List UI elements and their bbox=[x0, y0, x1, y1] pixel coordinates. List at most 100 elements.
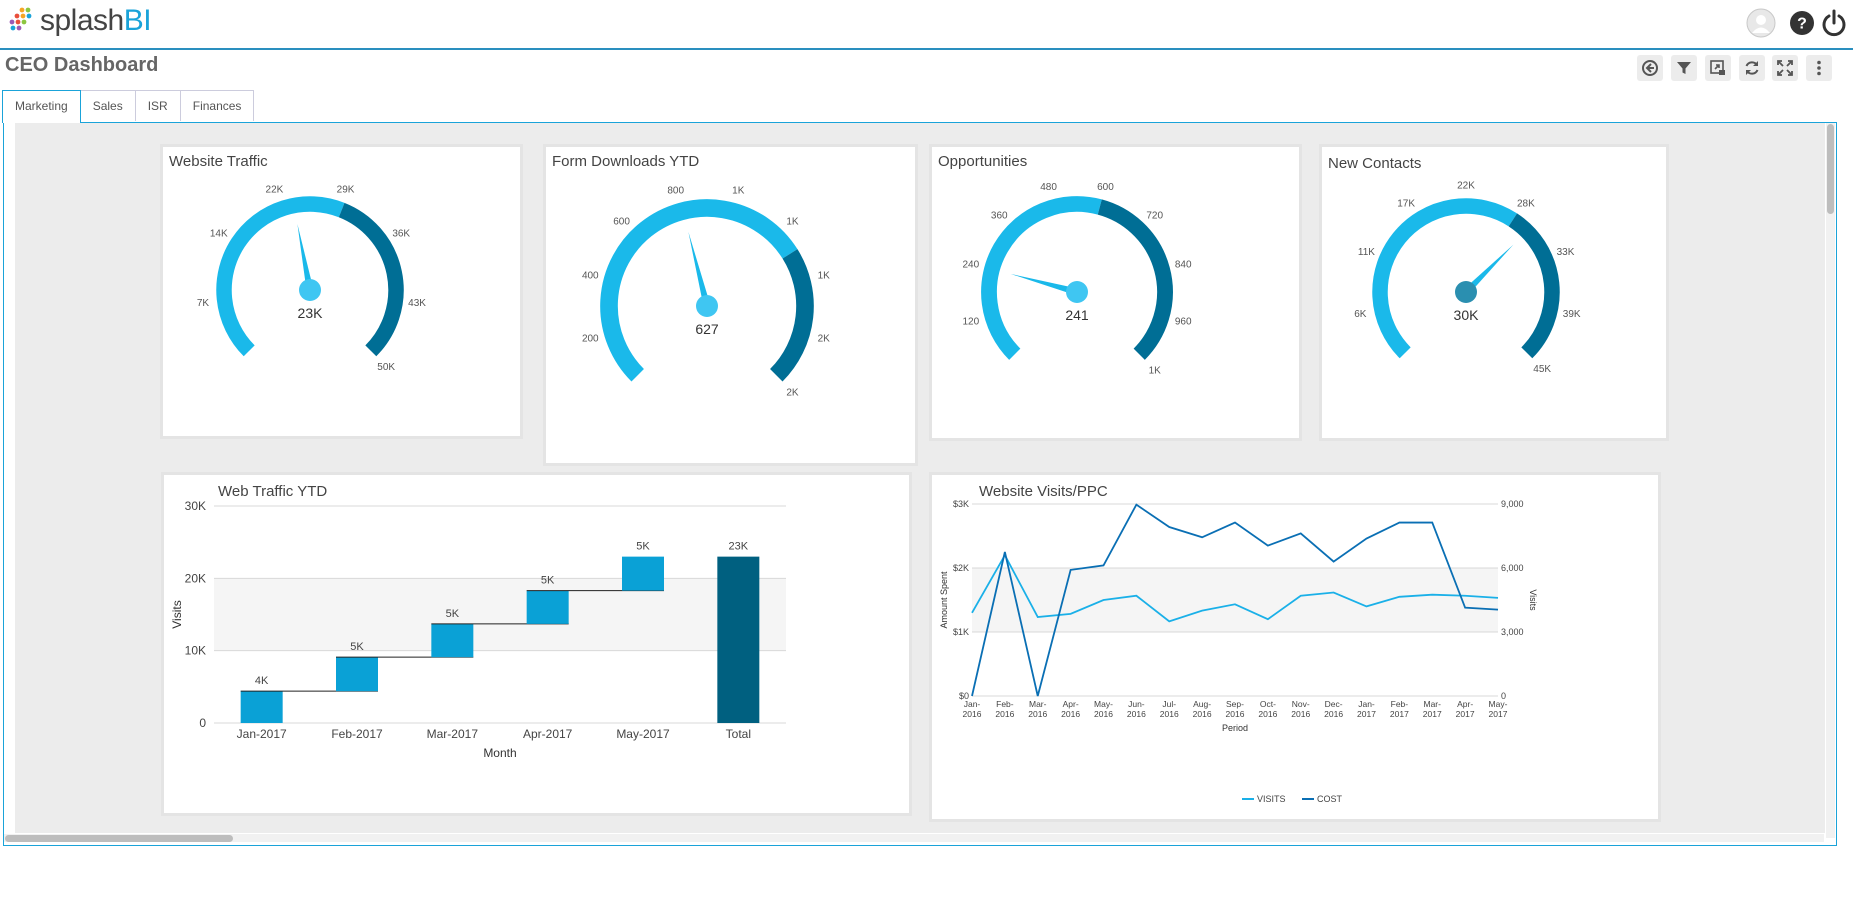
y2-tick-label: 6,000 bbox=[1501, 563, 1524, 573]
plot-band bbox=[972, 568, 1498, 632]
gauge-tick-label: 2K bbox=[786, 387, 799, 398]
fullscreen-button[interactable] bbox=[1772, 55, 1798, 81]
waterfall-bar bbox=[431, 623, 474, 658]
new-contacts-gauge: 6K 11K 17K 22K 28K 33K 39K 45K 30K bbox=[1354, 180, 1581, 375]
tab-finances[interactable]: Finances bbox=[179, 90, 255, 121]
gauge-band-high bbox=[338, 202, 404, 357]
back-icon bbox=[1642, 60, 1658, 76]
gauge-needle bbox=[1463, 244, 1514, 295]
filter-button[interactable] bbox=[1671, 55, 1697, 81]
x-tick-year: 2016 bbox=[1291, 709, 1310, 719]
svg-text:?: ? bbox=[1797, 16, 1807, 33]
export-button[interactable] bbox=[1705, 55, 1731, 81]
opportunities-gauge: 120 240 360 480 600 720 840 960 1K 241 bbox=[962, 182, 1192, 377]
help-icon[interactable]: ? bbox=[1787, 8, 1817, 38]
gauge-tick-label: 800 bbox=[667, 185, 684, 196]
gauge-tick-label: 720 bbox=[1146, 210, 1163, 221]
gauge-value-label: 30K bbox=[1454, 307, 1480, 323]
gauge-band-high bbox=[769, 249, 814, 382]
horizontal-scrollbar[interactable] bbox=[4, 834, 1824, 842]
tab-sales[interactable]: Sales bbox=[79, 90, 136, 121]
x-tick-month: Jun- bbox=[1128, 699, 1145, 709]
x-tick-year: 2017 bbox=[1489, 709, 1508, 719]
gauge-tick-label: 7K bbox=[197, 298, 210, 309]
gauge-tick-label: 36K bbox=[392, 229, 410, 240]
x-tick-year: 2017 bbox=[1456, 709, 1475, 719]
gauge-tick-label: 22K bbox=[1457, 180, 1475, 191]
y-tick-label: 0 bbox=[199, 716, 206, 730]
gauge-tick-label: 200 bbox=[582, 333, 599, 344]
gauge-tick-label: 360 bbox=[991, 210, 1008, 221]
gauge-tick-label: 600 bbox=[613, 217, 630, 228]
legend-label: VISITS bbox=[1257, 794, 1286, 804]
gauge-tick-label: 240 bbox=[962, 260, 979, 271]
power-icon[interactable] bbox=[1819, 8, 1849, 38]
y-tick-label: 20K bbox=[185, 571, 206, 585]
tab-marketing[interactable]: Marketing bbox=[2, 90, 81, 123]
x-tick-month: Jul- bbox=[1162, 699, 1176, 709]
tab-isr[interactable]: ISR bbox=[134, 90, 181, 121]
back-button[interactable] bbox=[1637, 55, 1663, 81]
x-tick-month: Jan- bbox=[964, 699, 981, 709]
x-tick-month: Dec- bbox=[1325, 699, 1343, 709]
gauge-tick-label: 1K bbox=[1149, 366, 1162, 377]
top-bar: splashBI ? bbox=[0, 0, 1853, 50]
bar-data-label: 5K bbox=[350, 641, 364, 653]
gauge-band-low bbox=[1372, 198, 1518, 359]
web-traffic-waterfall-chart: 0 10K 20K 30K 4K Jan-2017 5K Feb-2017 5K Mar-2017… bbox=[170, 499, 786, 760]
gauge-band-low bbox=[981, 196, 1102, 360]
vertical-scroll-thumb[interactable] bbox=[1827, 124, 1834, 214]
chart-title: Web Traffic YTD bbox=[218, 483, 328, 500]
y2-tick-label: 0 bbox=[1501, 691, 1506, 701]
total-bar bbox=[717, 556, 760, 723]
y-axis-title: Amount Spent bbox=[939, 571, 949, 629]
gauge-tick-label: 39K bbox=[1563, 309, 1581, 320]
x-tick-year: 2016 bbox=[963, 709, 982, 719]
plot-band bbox=[214, 578, 786, 651]
gauge-band-high bbox=[1508, 213, 1560, 359]
y2-tick-label: 3,000 bbox=[1501, 627, 1524, 637]
gauge-card-form-downloads: Form Downloads YTD 200 400 600 800 1K 1K 1K 2K 2… bbox=[543, 144, 918, 466]
x-tick-year: 2016 bbox=[1226, 709, 1245, 719]
user-avatar-icon[interactable] bbox=[1746, 8, 1776, 38]
x-tick-label: Mar-2017 bbox=[427, 727, 479, 741]
x-axis-title: Month bbox=[483, 746, 516, 760]
chart-card-web-traffic: Web Traffic YTD 0 10K 20K 30K 4K Jan-2017 5K Fe… bbox=[161, 472, 912, 816]
waterfall-bar bbox=[622, 556, 664, 591]
x-tick-year: 2016 bbox=[1160, 709, 1179, 719]
gauge-tick-label: 22K bbox=[266, 184, 284, 195]
bar-data-label: 23K bbox=[729, 541, 749, 553]
gauge-needle bbox=[1010, 273, 1078, 296]
y-tick-label: $2K bbox=[953, 563, 969, 573]
gauge-tick-label: 840 bbox=[1175, 260, 1192, 271]
chart-title: Website Visits/PPC bbox=[979, 483, 1108, 500]
chart-card-website-visits: Website Visits/PPC $0 0 $1K 3,000 $2K 6,000 $3… bbox=[929, 472, 1661, 822]
gauge-tick-label: 2K bbox=[818, 333, 831, 344]
x-tick-year: 2017 bbox=[1357, 709, 1376, 719]
fullscreen-icon bbox=[1777, 60, 1793, 76]
gauge-tick-label: 1K bbox=[818, 271, 831, 282]
x-tick-month: Oct- bbox=[1260, 699, 1276, 709]
gauge-tick-label: 1K bbox=[786, 217, 799, 228]
gauge-needle-hub bbox=[1066, 281, 1088, 303]
vertical-scrollbar[interactable] bbox=[1826, 123, 1835, 838]
y-tick-label: 10K bbox=[185, 644, 206, 658]
y2-axis-title: Visits bbox=[1528, 589, 1538, 611]
gauge-needle bbox=[688, 231, 711, 307]
gauge-tick-label: 28K bbox=[1517, 198, 1535, 209]
more-options-button[interactable] bbox=[1806, 55, 1832, 81]
horizontal-scroll-thumb[interactable] bbox=[5, 835, 233, 842]
refresh-button[interactable] bbox=[1739, 55, 1765, 81]
gauge-tick-label: 120 bbox=[962, 316, 979, 327]
x-tick-label: Jan-2017 bbox=[237, 727, 287, 741]
gauge-value-label: 627 bbox=[695, 321, 719, 337]
y-axis-title: Visits bbox=[170, 600, 184, 628]
x-tick-month: Jan- bbox=[1358, 699, 1375, 709]
gauge-title: Opportunities bbox=[938, 153, 1028, 170]
gauge-title: Website Traffic bbox=[169, 153, 268, 170]
y-tick-label: $0 bbox=[959, 691, 969, 701]
y-tick-label: $3K bbox=[953, 499, 969, 509]
gauge-needle-hub bbox=[1455, 281, 1477, 303]
gauge-band-high bbox=[1097, 199, 1173, 360]
gauge-card-website-traffic: Website Traffic 7K 14K 22K 29K 36K 43K 50K 23K bbox=[160, 144, 523, 439]
